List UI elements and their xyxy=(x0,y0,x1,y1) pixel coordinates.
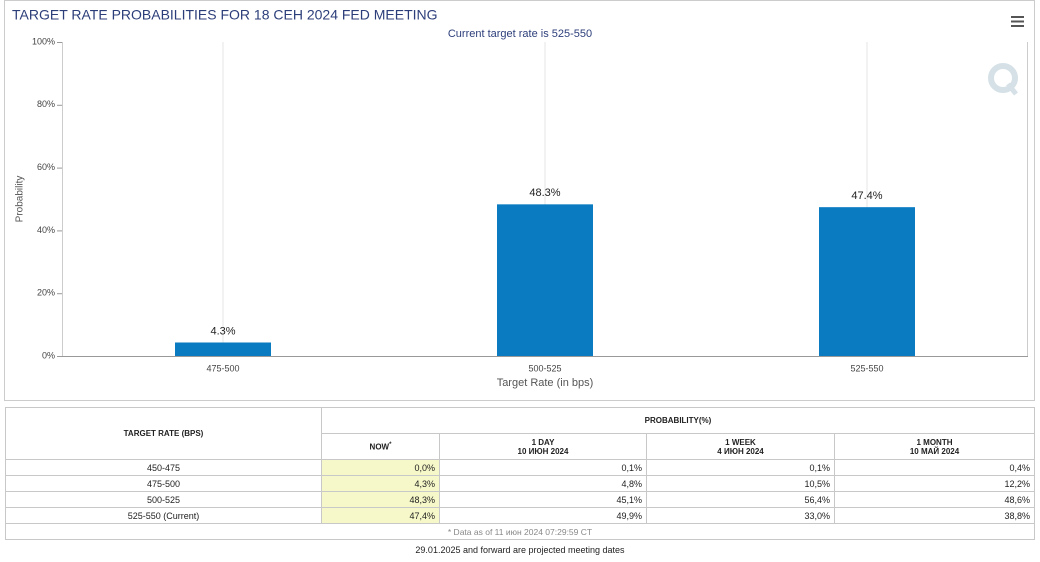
column-label: 1 DAY xyxy=(531,437,555,447)
table-cell: TARGET RATE (BPS) xyxy=(5,407,322,460)
table-cell: 0,1% xyxy=(646,459,835,476)
x-axis-label: Target Rate (in bps) xyxy=(497,377,594,389)
table-cell: * Data as of 11 июн 2024 07:29:59 CT xyxy=(5,523,1035,540)
y-tick-label: 40% xyxy=(37,225,55,235)
table-cell: 500-525 xyxy=(5,491,322,508)
y-tick-label: 60% xyxy=(37,162,55,172)
column-date: 10 ИЮН 2024 xyxy=(517,446,569,456)
y-axis-label: Probability xyxy=(15,176,26,223)
menu-bar xyxy=(1011,20,1024,23)
table-cell: 49,9% xyxy=(439,507,647,524)
y-tick-label: 80% xyxy=(37,99,55,109)
table-cell: 48,3% xyxy=(321,491,440,508)
note: 29.01.2025 and forward are projected mee… xyxy=(415,545,625,555)
table-cell: 475-500 xyxy=(5,475,322,492)
menu-bar xyxy=(1011,25,1024,27)
table-cell: 33,0% xyxy=(646,507,835,524)
chart: TARGET RATE PROBABILITIES FOR 18 СЕН 202… xyxy=(4,0,1035,401)
table-cell: 47,4% xyxy=(321,507,440,524)
table-cell: 12,2% xyxy=(834,475,1035,492)
y-tick-label: 20% xyxy=(37,288,55,298)
table-row: 500-525 48,3% 45,1% 56,4% 48,6% xyxy=(5,491,1035,508)
menu-bar xyxy=(1011,16,1024,18)
table-cell: 0,1% xyxy=(439,459,647,476)
table-cell: 38,8% xyxy=(834,507,1035,524)
x-tick-label: 475-500 xyxy=(206,363,239,373)
bar xyxy=(175,342,271,356)
table-cell: 0,4% xyxy=(834,459,1035,476)
logo xyxy=(988,63,1018,96)
column-label: 1 MONTH xyxy=(916,437,953,447)
column-note: * xyxy=(389,441,392,448)
probability-table: TARGET RATE (BPS) PROBABILITY(%) NOW* 1 DAY… xyxy=(5,407,1035,540)
table-row: TARGET RATE (BPS) PROBABILITY(%) xyxy=(5,407,1035,460)
value-label: 47.4% xyxy=(851,190,882,202)
chart-subtitle: Current target rate is 525-550 xyxy=(448,28,592,40)
table-cell: 0,0% xyxy=(321,459,440,476)
table-cell: 45,1% xyxy=(439,491,647,508)
table-cell: 1 WEEK 4 ИЮН 2024 xyxy=(646,433,835,460)
logo-q xyxy=(988,63,1018,93)
column-label: 1 WEEK xyxy=(725,437,756,447)
table-cell: 525-550 (Current) xyxy=(5,507,322,524)
table-cell: 4,3% xyxy=(321,475,440,492)
x-tick-label: 525-550 xyxy=(850,363,883,373)
bar xyxy=(819,207,915,356)
table-cell: 10,5% xyxy=(646,475,835,492)
logo-tail xyxy=(1006,82,1018,96)
menu-icon[interactable] xyxy=(1011,16,1024,27)
value-label: 4.3% xyxy=(210,325,235,337)
table-cell: 56,4% xyxy=(646,491,835,508)
bar xyxy=(497,204,593,356)
table-cell: 4,8% xyxy=(439,475,647,492)
y-tick-label: 100% xyxy=(32,36,55,46)
column-date: 4 ИЮН 2024 xyxy=(717,446,764,456)
x-tick-label: 500-525 xyxy=(528,363,561,373)
column-date: 10 МАЙ 2024 xyxy=(909,446,960,456)
table-row: 525-550 (Current) 47,4% 49,9% 33,0% 38,8% xyxy=(5,507,1035,524)
column-label: NOW xyxy=(369,442,390,452)
table-row: 475-500 4,3% 4,8% 10,5% 12,2% xyxy=(5,475,1035,492)
table-cell: 450-475 xyxy=(5,459,322,476)
table-row: 450-475 0,0% 0,1% 0,1% 0,4% xyxy=(5,459,1035,476)
table-cell: 1 MONTH 10 МАЙ 2024 xyxy=(834,433,1035,460)
table-cell: PROBABILITY(%) xyxy=(321,407,1035,434)
chart-title: TARGET RATE PROBABILITIES FOR 18 СЕН 202… xyxy=(12,7,438,23)
table-cell: 1 DAY 10 ИЮН 2024 xyxy=(439,433,647,460)
table-cell: NOW* xyxy=(321,433,440,460)
table-cell: 48,6% xyxy=(834,491,1035,508)
table-row: * Data as of 11 июн 2024 07:29:59 CT xyxy=(5,523,1035,540)
y-tick-label: 0% xyxy=(42,350,55,360)
value-label: 48.3% xyxy=(529,187,560,199)
